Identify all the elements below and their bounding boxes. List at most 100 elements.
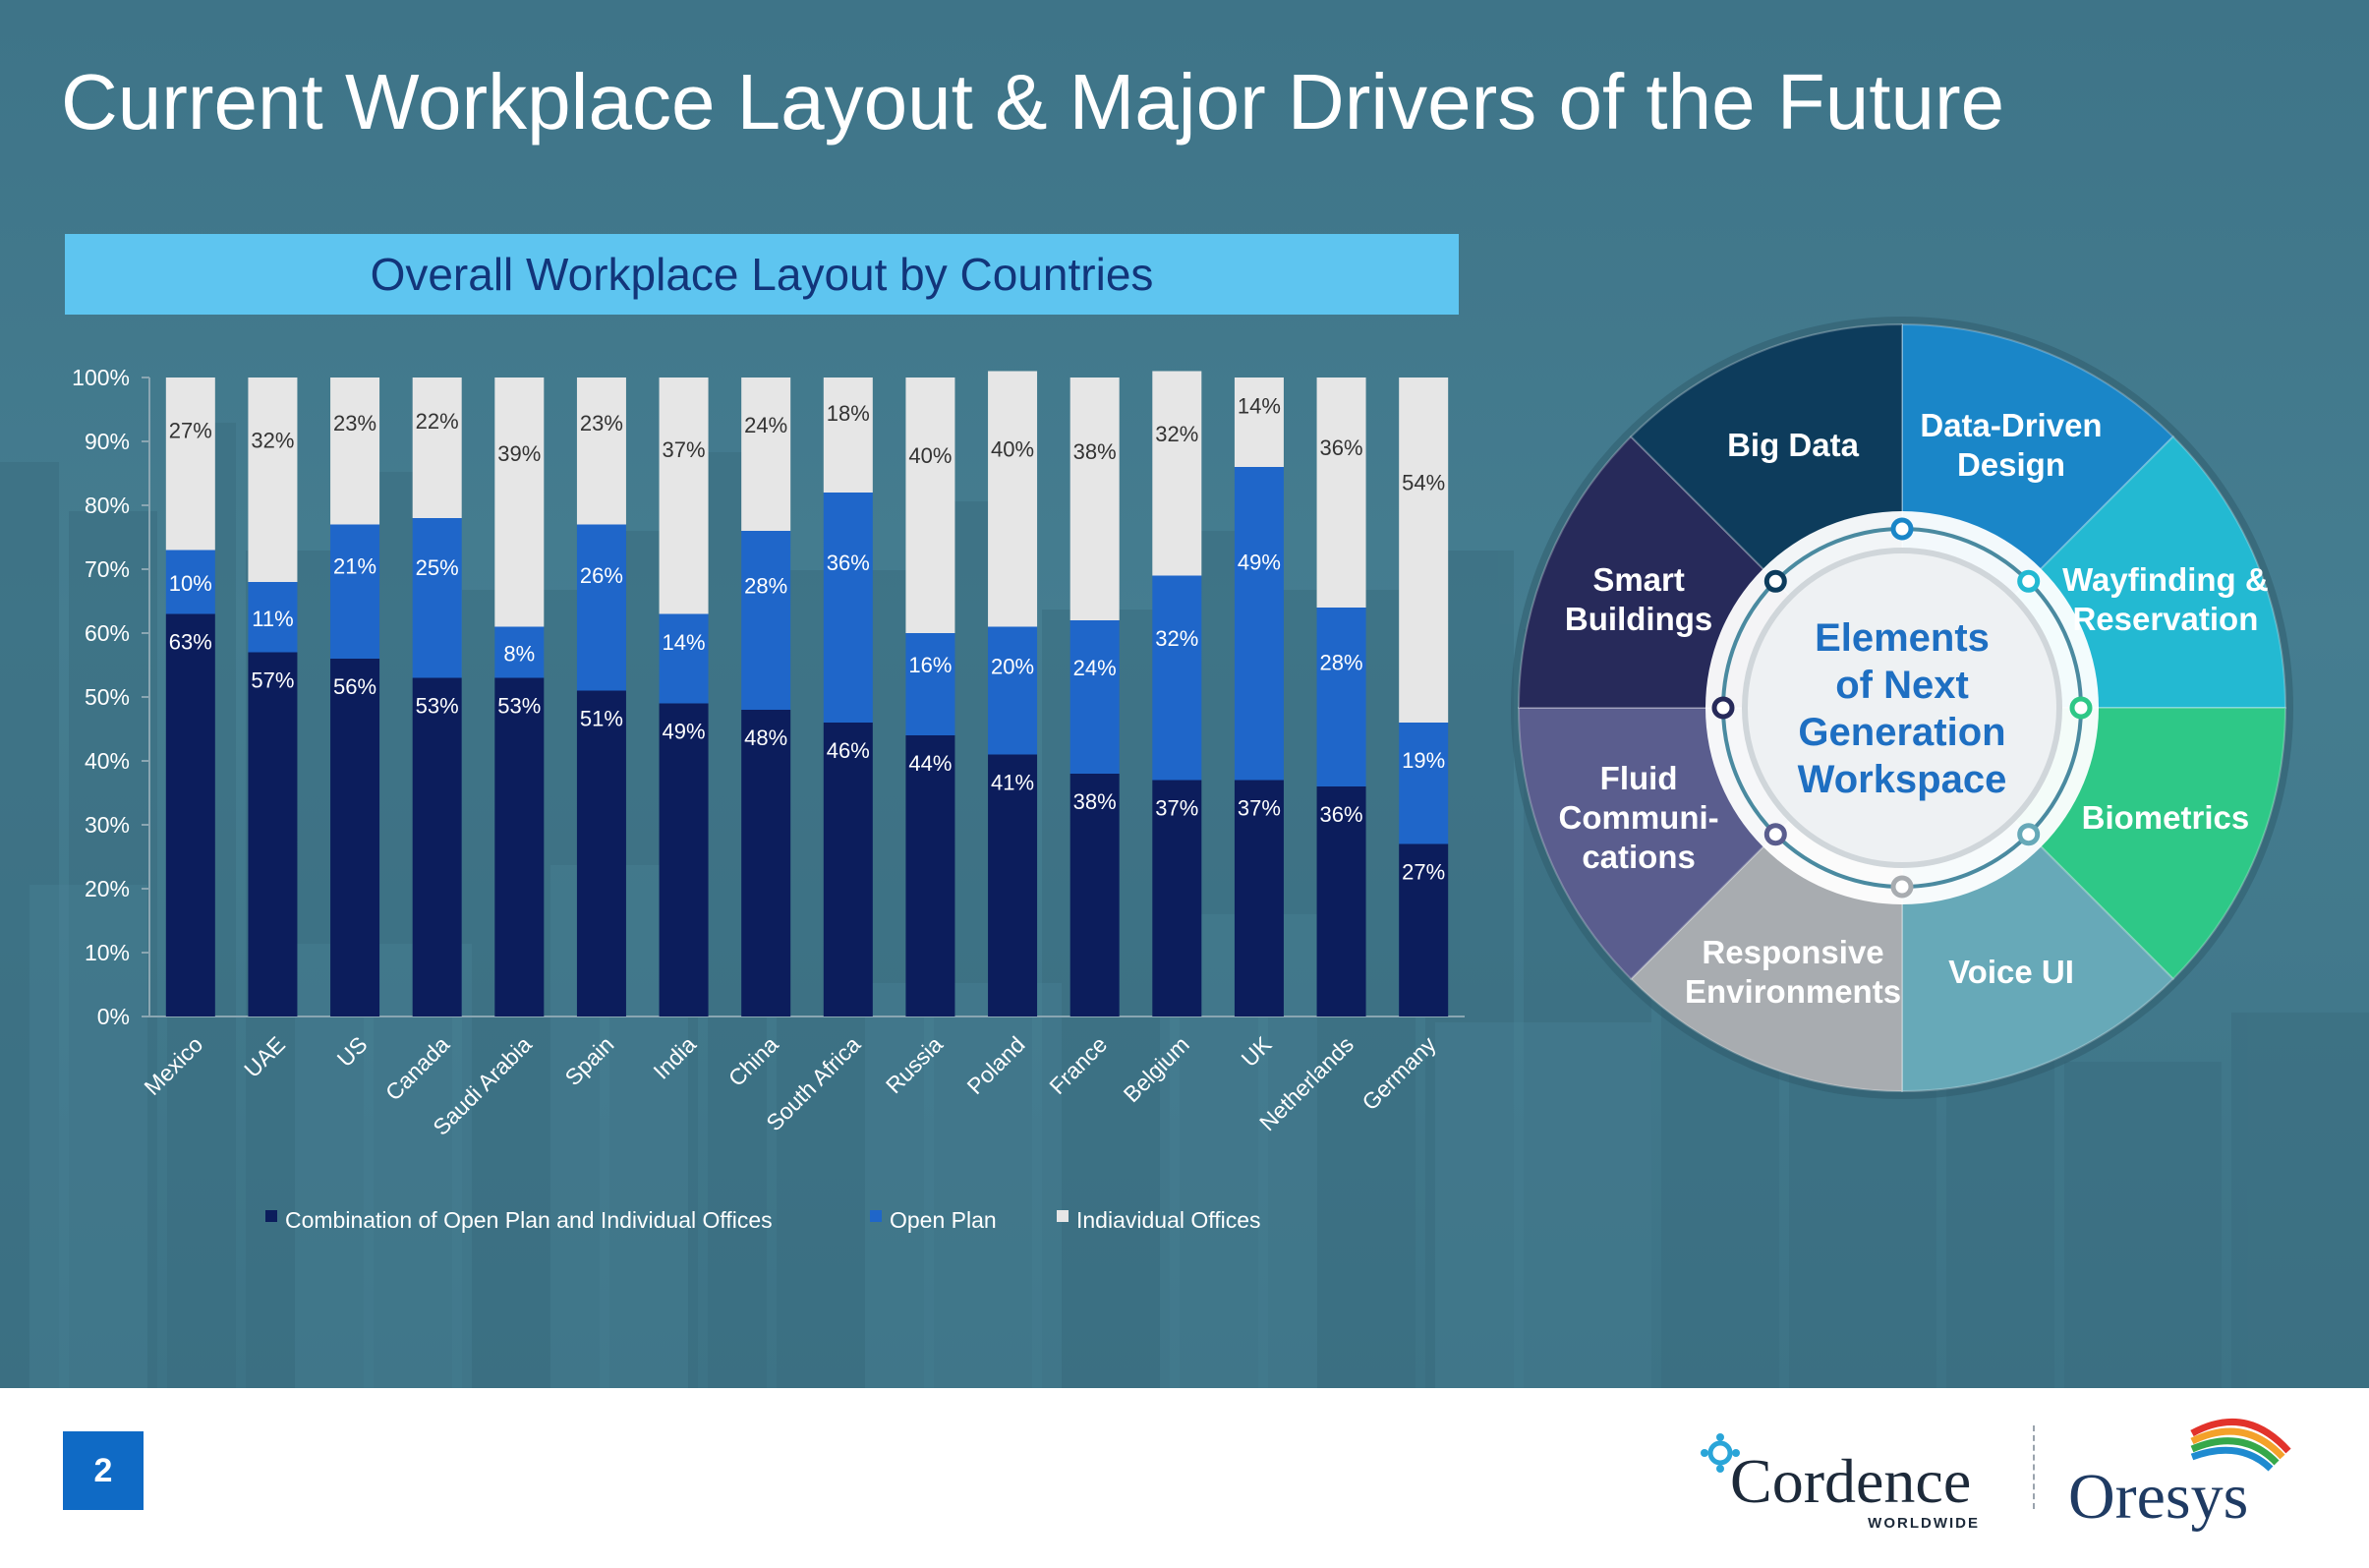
y-tick-label: 20% [85, 876, 130, 901]
bar-segment [412, 518, 462, 678]
x-tick-label: Spain [559, 1031, 618, 1090]
y-tick-label: 30% [85, 812, 130, 838]
page-title: Current Workplace Layout & Major Drivers… [61, 58, 2005, 145]
data-label: 53% [416, 694, 459, 719]
wheel-segment-label: Data-Driven Design [1920, 407, 2102, 483]
bar-segment [576, 377, 626, 525]
page-number: 2 [63, 1431, 144, 1510]
bar-segment [659, 613, 709, 704]
data-label: 28% [744, 574, 787, 599]
data-label: 23% [580, 411, 623, 436]
data-label: 40% [908, 443, 952, 468]
data-label: 37% [1238, 796, 1281, 821]
bar-segment [330, 377, 380, 525]
bar-segment [988, 754, 1038, 1016]
data-label: 37% [1155, 796, 1198, 821]
legend-label: Combination of Open Plan and Individual … [285, 1207, 773, 1233]
bar-segment [1399, 843, 1449, 1016]
data-label: 27% [1402, 860, 1445, 885]
data-label: 22% [416, 409, 459, 434]
data-label: 44% [908, 751, 952, 776]
data-label: 37% [663, 437, 706, 462]
x-tick-label: Canada [380, 1031, 455, 1106]
x-tick-label: UK [1236, 1031, 1276, 1072]
data-label: 36% [1320, 802, 1363, 827]
bar-segment [988, 371, 1038, 627]
y-tick-label: 60% [85, 620, 130, 646]
bar-segment [823, 377, 873, 493]
orbit-node-icon [2069, 696, 2093, 720]
x-tick-label: Russia [881, 1031, 948, 1098]
data-label: 20% [991, 655, 1034, 679]
data-label: 21% [333, 553, 376, 578]
data-label: 11% [252, 607, 293, 631]
bar-segment [1399, 723, 1449, 844]
data-label: 48% [744, 726, 787, 750]
data-label: 38% [1073, 789, 1117, 814]
x-tick-label: China [723, 1031, 783, 1091]
bar-segment [1399, 377, 1449, 723]
bar-segment [494, 677, 545, 1016]
x-tick-label: Germany [1357, 1031, 1441, 1116]
x-tick-label: France [1044, 1031, 1112, 1099]
data-label: 23% [333, 411, 376, 436]
bar-segment [1316, 377, 1366, 608]
cordence-logo: Cordence WORLDWIDE [1701, 1433, 1980, 1532]
data-label: 24% [1073, 656, 1117, 680]
data-label: 10% [169, 571, 212, 596]
bar-segment [1316, 786, 1366, 1016]
legend-label: Indiavidual Offices [1076, 1207, 1261, 1233]
bar-segment [823, 493, 873, 723]
bar-segment [412, 677, 462, 1016]
workspace-elements-wheel: Data-Driven Design Wayfinding & Reservation… [1511, 317, 2293, 1099]
bar-segment [330, 659, 380, 1016]
bar-segment [494, 626, 545, 678]
data-label: 51% [580, 707, 623, 731]
bar-segment [1234, 377, 1284, 467]
bar-segment [905, 633, 955, 735]
bar-segment [248, 652, 298, 1016]
x-tick-label: UAE [239, 1031, 290, 1082]
data-label: 24% [744, 413, 787, 437]
cordence-tagline: WORLDWIDE [1868, 1515, 1980, 1532]
bar-segment [165, 377, 215, 551]
data-label: 26% [580, 563, 623, 588]
bar-segment [905, 735, 955, 1016]
bar-segment [248, 582, 298, 653]
data-label: 49% [663, 720, 706, 744]
orbit-node-icon [2017, 823, 2041, 846]
bar-segment [659, 703, 709, 1016]
data-label: 32% [1155, 422, 1198, 446]
data-label: 56% [333, 674, 376, 699]
bar-segment [494, 377, 545, 627]
logo-divider [2033, 1425, 2035, 1509]
bar-segment [659, 377, 709, 614]
data-label: 14% [663, 630, 706, 655]
legend-label: Open Plan [890, 1207, 997, 1233]
bar-segment [1316, 608, 1366, 786]
data-label: 18% [827, 401, 870, 426]
bar-segment [905, 377, 955, 633]
y-tick-label: 70% [85, 556, 130, 582]
orbit-node-icon [2017, 569, 2041, 593]
data-label: 57% [251, 668, 294, 693]
data-label: 8% [503, 642, 535, 667]
data-label: 16% [908, 653, 952, 677]
stacked-bar-chart: 0% 10% 20% 30% 40% 50% 60% 70% 80% 90% 100% 63% 10% 2… [72, 365, 1465, 1233]
y-tick-label: 90% [85, 429, 130, 454]
x-tick-label: Belgium [1119, 1031, 1194, 1107]
data-label: 41% [991, 771, 1034, 795]
data-label: 38% [1073, 439, 1117, 464]
data-label: 46% [827, 738, 870, 763]
wheel-center-label: Elements of Next Generation Workspace [1798, 616, 2007, 801]
data-label: 27% [169, 419, 212, 443]
bar-segment [741, 377, 791, 531]
data-label: 40% [991, 437, 1034, 462]
y-tick-label: 100% [72, 365, 130, 390]
x-tick-label: India [648, 1031, 701, 1084]
data-label: 14% [1238, 393, 1281, 418]
wheel-segment-label: Fluid Communi-cations [1558, 760, 1718, 875]
bar-segment [1069, 774, 1120, 1016]
oresys-logo: Oresys [2068, 1418, 2291, 1533]
wheel-center-disc [1742, 548, 2062, 868]
